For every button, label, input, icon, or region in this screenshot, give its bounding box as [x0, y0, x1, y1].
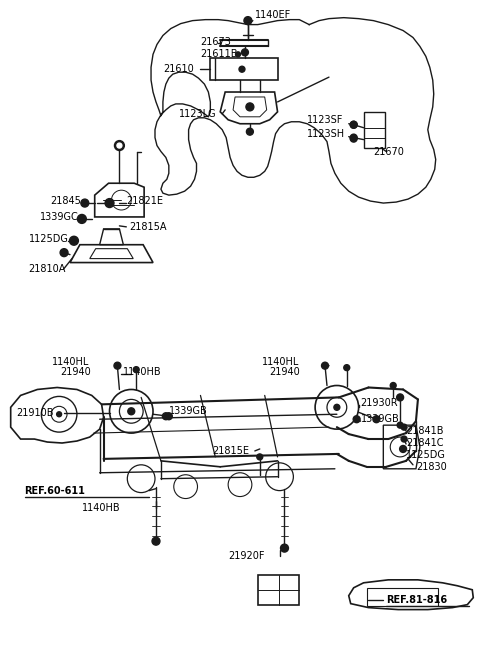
Text: 1123LG: 1123LG — [179, 109, 216, 119]
Circle shape — [128, 408, 135, 415]
Circle shape — [401, 424, 407, 430]
Circle shape — [246, 128, 253, 135]
Circle shape — [350, 135, 357, 142]
Circle shape — [60, 249, 68, 257]
Circle shape — [396, 394, 404, 401]
Text: 21845: 21845 — [50, 196, 81, 206]
Circle shape — [353, 416, 360, 422]
Text: 21610: 21610 — [163, 64, 193, 74]
Text: REF.60-611: REF.60-611 — [24, 485, 85, 496]
Circle shape — [350, 134, 357, 141]
Text: REF.81-816: REF.81-816 — [386, 595, 447, 605]
Circle shape — [133, 367, 139, 373]
Text: 1125DG: 1125DG — [406, 450, 446, 460]
Text: 1339GC: 1339GC — [40, 212, 79, 222]
Text: 21670: 21670 — [373, 147, 404, 157]
Circle shape — [162, 413, 169, 420]
Circle shape — [239, 66, 245, 72]
Text: 21841B: 21841B — [406, 426, 444, 436]
Circle shape — [77, 214, 86, 223]
Circle shape — [114, 362, 121, 369]
Text: 1140HL: 1140HL — [262, 357, 299, 367]
Circle shape — [105, 198, 114, 208]
Text: 21810A: 21810A — [28, 263, 66, 274]
Text: 1140HB: 1140HB — [123, 367, 162, 377]
Text: 21830: 21830 — [416, 462, 447, 472]
Circle shape — [334, 404, 340, 410]
Circle shape — [257, 454, 263, 460]
Circle shape — [397, 422, 403, 428]
Bar — [367, 588, 438, 606]
Text: 1123SF: 1123SF — [307, 115, 344, 124]
Text: 21940: 21940 — [270, 367, 300, 377]
Circle shape — [373, 416, 380, 422]
Circle shape — [114, 141, 124, 151]
Circle shape — [390, 383, 396, 388]
Circle shape — [152, 537, 160, 545]
Text: 21841C: 21841C — [406, 438, 444, 448]
Circle shape — [350, 121, 357, 128]
Circle shape — [70, 236, 78, 245]
Circle shape — [400, 445, 407, 453]
Circle shape — [57, 412, 61, 417]
Bar — [210, 58, 277, 80]
Circle shape — [166, 413, 172, 420]
Circle shape — [236, 52, 240, 57]
Circle shape — [244, 16, 252, 25]
Circle shape — [344, 365, 350, 371]
Text: 21815E: 21815E — [212, 446, 249, 456]
Text: 21910B: 21910B — [17, 408, 54, 419]
Text: 1123SH: 1123SH — [307, 128, 345, 139]
Text: 21815A: 21815A — [129, 222, 167, 232]
Circle shape — [241, 49, 249, 56]
Text: 1140EF: 1140EF — [255, 10, 291, 20]
Text: 21940: 21940 — [60, 367, 91, 377]
Circle shape — [322, 362, 328, 369]
Text: 1339GB: 1339GB — [360, 414, 399, 424]
Bar — [258, 575, 300, 605]
Text: 21930R: 21930R — [360, 398, 398, 408]
Circle shape — [401, 436, 407, 442]
Text: 21821E: 21821E — [126, 196, 163, 206]
Text: 1339GB: 1339GB — [169, 406, 207, 417]
Circle shape — [350, 121, 357, 128]
Text: 21920F: 21920F — [228, 551, 264, 561]
Text: 1140HL: 1140HL — [52, 357, 90, 367]
Circle shape — [246, 103, 254, 111]
Text: 21673: 21673 — [201, 37, 231, 47]
Text: 1125DG: 1125DG — [28, 234, 68, 244]
Text: 21611B: 21611B — [201, 49, 238, 60]
Circle shape — [117, 143, 122, 148]
Circle shape — [81, 199, 89, 207]
Text: 1140HB: 1140HB — [82, 504, 120, 514]
Circle shape — [280, 544, 288, 552]
